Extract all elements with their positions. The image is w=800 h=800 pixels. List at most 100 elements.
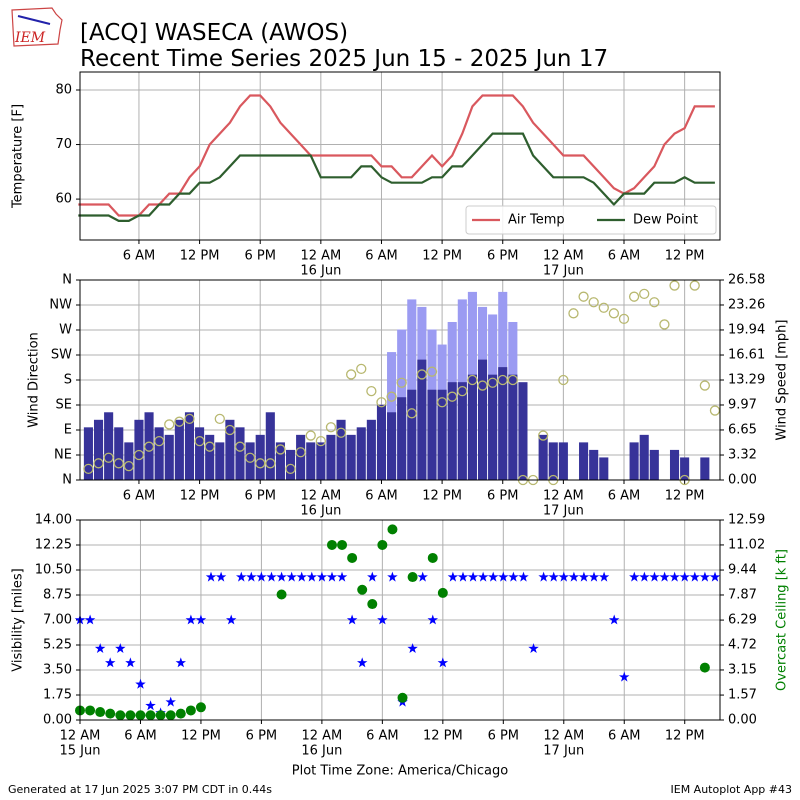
point [105,708,116,719]
legend-label: Dew Point [633,213,698,228]
star-point [367,571,378,582]
x-tick-label: 12 PM [665,489,705,504]
star-point [528,643,539,653]
point [276,589,287,600]
y-tick-label: 3.50 [43,663,72,678]
point [618,313,630,325]
bar [93,419,104,480]
y-tick-label: 1.75 [43,688,72,703]
star-point [195,614,207,625]
panel: 12 AM 6 AM 12 PM 6 PM 12 AM 6 AM 12 PM 6 PM 12 A… [11,513,790,779]
star-point [246,571,257,582]
bar [104,412,114,480]
y-axis-label: Wind Direction [27,332,42,428]
point [194,435,205,447]
bar [366,419,376,480]
y2-tick-label: 3.32 [728,448,757,463]
star-point [256,571,267,582]
point [436,397,448,408]
point [558,374,569,386]
x-tick-label: 6 PM [488,729,519,744]
point [255,458,266,469]
y-tick-label: N [62,273,72,288]
x-tick-label: 12 AM [301,729,342,744]
bar [437,389,447,480]
x-tick-label: 12 AM [60,729,101,744]
y2-tick-label: 9.97 [728,397,757,412]
bar [477,359,488,480]
point [224,424,236,436]
star-point [699,571,711,582]
bar [548,442,558,480]
star-point [215,571,227,582]
point [275,444,286,455]
star-point [346,614,358,625]
bar [235,427,245,480]
x-tick-label: 6 AM [365,489,398,504]
x-date-label: 17 Jun [543,264,584,279]
point [578,291,589,302]
star-point [437,657,449,668]
y2-tick-label: 13.29 [728,373,765,388]
x-tick-label: 12 PM [181,729,221,744]
point [376,397,387,408]
bar [558,442,568,480]
x-tick-label: 12 AM [543,249,584,264]
star-point [598,571,610,582]
point [649,297,660,308]
bar [599,457,609,480]
star-point [629,571,640,582]
point [325,422,337,433]
bar [225,419,235,480]
bar [346,434,356,480]
point [214,413,225,425]
point [93,458,104,469]
bar [498,367,508,480]
star-point [185,614,197,625]
point [709,405,721,416]
point [125,710,136,721]
x-tick-label: 12 PM [422,249,462,264]
star-point [145,700,156,711]
x-tick-label: 12 PM [665,729,705,744]
bar [144,412,154,480]
y2-axis-label: Wind Speed [mph] [775,320,790,441]
bar [296,434,306,480]
x-tick-label: 6 PM [487,489,518,504]
x-tick-label: 6 PM [246,729,277,744]
point [326,539,337,550]
bar [164,434,174,480]
point [195,702,206,713]
point [386,391,397,402]
point [406,408,417,419]
bar [174,419,184,480]
x-tick-label: 12 PM [423,729,463,744]
point [427,552,438,563]
point [265,458,276,469]
x-date-label: 17 Jun [543,744,584,759]
x-tick-label: 6 AM [123,489,156,504]
x-tick-label: 6 AM [608,249,641,264]
bar [639,434,649,480]
point [669,280,680,291]
x-tick-label: 12 AM [543,489,584,504]
star-point [488,571,499,582]
point [507,374,518,386]
y2-tick-label: 19.94 [728,322,765,337]
point [659,319,670,330]
star-point [619,671,630,682]
point [145,710,156,721]
point [285,463,296,475]
x-axis-label: Plot Time Zone: America/Chicago [292,764,508,779]
point [154,435,165,447]
legend-label: Air Temp [508,213,565,228]
star-point [447,571,459,582]
point [234,441,246,452]
y-tick-label: S [64,373,72,388]
point [337,539,348,550]
y2-tick-label: 9.44 [728,563,757,578]
point [387,524,398,535]
point [366,385,377,397]
footer-left: Generated at 17 Jun 2025 3:07 PM CDT in … [8,783,272,796]
